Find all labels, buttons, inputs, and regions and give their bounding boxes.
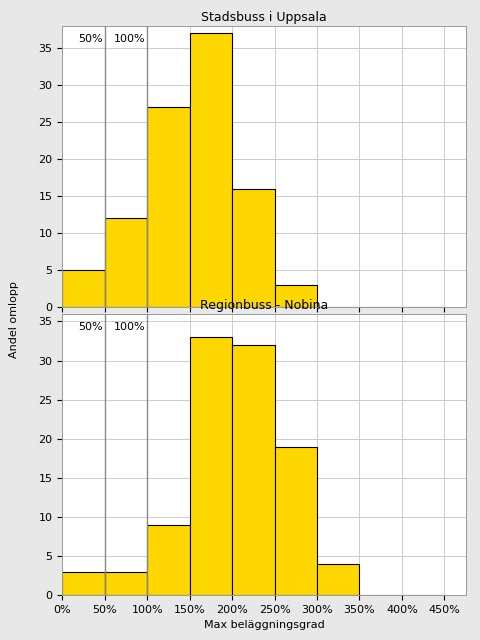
Bar: [190, 33, 232, 307]
Bar: [147, 107, 190, 307]
Text: 100%: 100%: [114, 322, 145, 332]
Bar: [275, 285, 317, 307]
Text: Andel omlopp: Andel omlopp: [10, 282, 19, 358]
Bar: [147, 525, 190, 595]
Bar: [317, 564, 360, 595]
Text: 50%: 50%: [79, 34, 103, 44]
Bar: [105, 572, 147, 595]
Bar: [62, 270, 105, 307]
Title: Stadsbuss i Uppsala: Stadsbuss i Uppsala: [201, 12, 327, 24]
Title: Regionbuss - Nobina: Regionbuss - Nobina: [200, 300, 328, 312]
Bar: [62, 572, 105, 595]
Bar: [232, 345, 275, 595]
Text: 100%: 100%: [114, 34, 145, 44]
Bar: [275, 447, 317, 595]
Bar: [105, 218, 147, 307]
Text: 50%: 50%: [79, 322, 103, 332]
Bar: [232, 189, 275, 307]
X-axis label: Max beläggningsgrad: Max beläggningsgrad: [204, 620, 324, 630]
Bar: [190, 337, 232, 595]
